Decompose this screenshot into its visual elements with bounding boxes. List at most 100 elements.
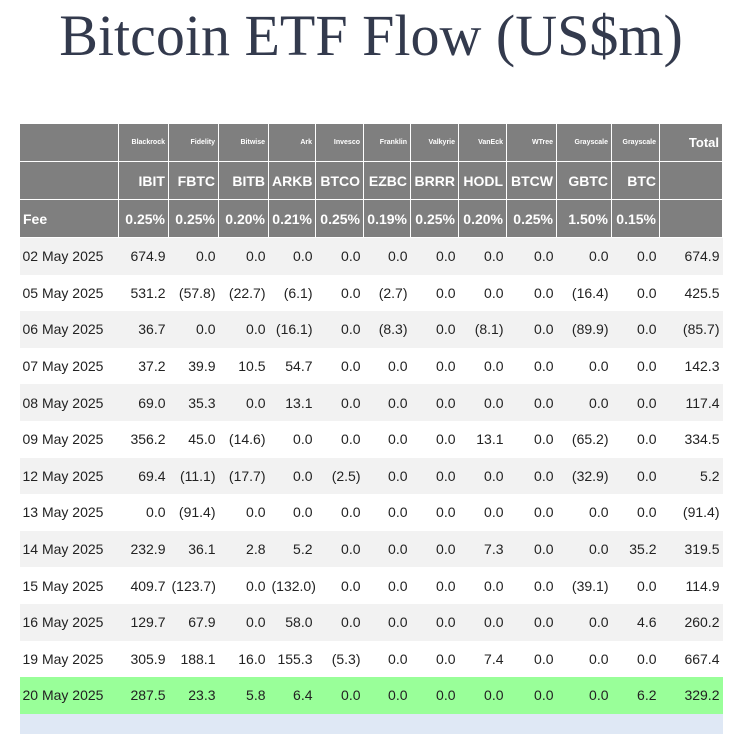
flow-cell: 0.0 bbox=[315, 347, 364, 385]
ticker-header: BRRR bbox=[410, 161, 459, 200]
fee-cell: 0.15% bbox=[611, 199, 660, 238]
issuer-header: Invesco bbox=[315, 123, 364, 162]
flow-cell: (91.4) bbox=[168, 494, 219, 531]
flow-cell: 0.0 bbox=[218, 237, 269, 275]
flow-cell: 0.0 bbox=[363, 640, 411, 678]
flow-cell: 0.0 bbox=[315, 274, 364, 312]
date-cell: 19 May 2025 bbox=[19, 640, 119, 678]
flow-cell: (2.5) bbox=[315, 457, 364, 495]
flow-cell: 0.0 bbox=[506, 457, 557, 495]
flow-cell: 35.3 bbox=[168, 384, 219, 421]
flow-cell: 0.0 bbox=[611, 420, 660, 458]
flow-cell: 0.0 bbox=[410, 274, 459, 312]
flow-cell: (16.1) bbox=[268, 311, 316, 348]
flow-cell: 0.0 bbox=[315, 530, 364, 568]
table-row: 19 May 2025 305.9 188.1 16.0 155.3 (5.3) 0.0 0.… bbox=[19, 640, 723, 678]
flow-cell: 0.0 bbox=[458, 567, 507, 604]
page-title: Bitcoin ETF Flow (US$m) bbox=[59, 3, 683, 68]
flow-cell: 0.0 bbox=[410, 677, 459, 714]
fee-cell: 0.20% bbox=[218, 199, 269, 238]
table-row: 02 May 2025 674.9 0.0 0.0 0.0 0.0 0.0 0.0 0.0 0.0… bbox=[19, 237, 723, 275]
empty-cell bbox=[410, 713, 459, 734]
empty-cell bbox=[315, 713, 364, 734]
flow-cell: 0.0 bbox=[315, 311, 364, 348]
flow-cell: 0.0 bbox=[506, 494, 557, 531]
flow-cell: 0.0 bbox=[556, 530, 612, 568]
flow-cell: 0.0 bbox=[363, 420, 411, 458]
flow-cell: 6.4 bbox=[268, 677, 316, 714]
flow-cell: 531.2 bbox=[118, 274, 169, 312]
flow-cell: 0.0 bbox=[315, 420, 364, 458]
flow-cell: (132.0) bbox=[268, 567, 316, 604]
flow-cell: 67.9 bbox=[168, 603, 219, 641]
date-cell: 09 May 2025 bbox=[19, 420, 119, 458]
flow-cell: 0.0 bbox=[363, 530, 411, 568]
table-row: 08 May 2025 69.0 35.3 0.0 13.1 0.0 0.0 0.0 0.0 0.… bbox=[19, 384, 723, 421]
total-header: Total bbox=[659, 123, 723, 162]
flow-cell: 188.1 bbox=[168, 640, 219, 678]
total-cell: 667.4 bbox=[659, 640, 723, 678]
empty-cell bbox=[118, 713, 169, 734]
table-row: 07 May 2025 37.2 39.9 10.5 54.7 0.0 0.0 0.0 0.0 0… bbox=[19, 347, 723, 385]
flow-cell: 5.2 bbox=[268, 530, 316, 568]
table-body: 02 May 2025 674.9 0.0 0.0 0.0 0.0 0.0 0.0 0.0 0.0… bbox=[19, 237, 723, 734]
flow-cell: 0.0 bbox=[168, 237, 219, 275]
flow-cell: 16.0 bbox=[218, 640, 269, 678]
issuer-header: Grayscale bbox=[556, 123, 612, 162]
date-cell: 15 May 2025 bbox=[19, 567, 119, 604]
flow-cell: (5.3) bbox=[315, 640, 364, 678]
flow-cell: 0.0 bbox=[363, 347, 411, 385]
table-row: 16 May 2025 129.7 67.9 0.0 58.0 0.0 0.0 0.0 0.0 0… bbox=[19, 603, 723, 641]
flow-cell: 54.7 bbox=[268, 347, 316, 385]
table-header: Blackrock Fidelity Bitwise Ark Invesco Frankl… bbox=[19, 123, 723, 238]
empty-cell bbox=[458, 713, 507, 734]
flow-cell: 0.0 bbox=[410, 567, 459, 604]
flow-cell: 0.0 bbox=[611, 567, 660, 604]
ticker-header: FBTC bbox=[168, 161, 219, 200]
flow-cell: 0.0 bbox=[556, 677, 612, 714]
ticker-header: EZBC bbox=[363, 161, 411, 200]
flow-cell: 0.0 bbox=[410, 420, 459, 458]
flow-cell: 0.0 bbox=[410, 640, 459, 678]
flow-cell: 287.5 bbox=[118, 677, 169, 714]
table-row-latest: 20 May 2025 287.5 23.3 5.8 6.4 0.0 0.0 0.0 0.0 0.… bbox=[19, 677, 723, 714]
fee-label: Fee bbox=[19, 199, 119, 238]
etf-flow-table: Blackrock Fidelity Bitwise Ark Invesco Frankl… bbox=[19, 123, 723, 734]
empty-cell bbox=[363, 713, 411, 734]
issuer-header-row: Blackrock Fidelity Bitwise Ark Invesco Frankl… bbox=[19, 123, 723, 162]
empty-cell bbox=[218, 713, 269, 734]
table-row: 06 May 2025 36.7 0.0 0.0 (16.1) 0.0 (8.3) 0.0 (8… bbox=[19, 311, 723, 348]
flow-cell: (123.7) bbox=[168, 567, 219, 604]
flow-cell: (89.9) bbox=[556, 311, 612, 348]
ticker-header: BTCO bbox=[315, 161, 364, 200]
fee-cell: 0.25% bbox=[315, 199, 364, 238]
flow-cell: 23.3 bbox=[168, 677, 219, 714]
header-cell-blank bbox=[659, 161, 723, 200]
flow-cell: 13.1 bbox=[458, 420, 507, 458]
total-cell: 5.2 bbox=[659, 457, 723, 495]
fee-cell: 0.21% bbox=[268, 199, 316, 238]
flow-cell: 0.0 bbox=[315, 677, 364, 714]
flow-cell: 0.0 bbox=[410, 530, 459, 568]
flow-cell: (22.7) bbox=[218, 274, 269, 312]
empty-cell bbox=[556, 713, 612, 734]
fee-cell: 0.25% bbox=[168, 199, 219, 238]
flow-cell: (11.1) bbox=[168, 457, 219, 495]
flow-cell: 0.0 bbox=[506, 530, 557, 568]
flow-cell: 0.0 bbox=[611, 457, 660, 495]
date-cell: 12 May 2025 bbox=[19, 457, 119, 495]
flow-cell: 7.4 bbox=[458, 640, 507, 678]
table-row: 12 May 2025 69.4 (11.1) (17.7) 0.0 (2.5) 0.0 0.… bbox=[19, 457, 723, 495]
flow-cell: 0.0 bbox=[218, 494, 269, 531]
ticker-header: BTCW bbox=[506, 161, 557, 200]
flow-cell: 0.0 bbox=[410, 237, 459, 275]
flow-cell: 0.0 bbox=[363, 384, 411, 421]
table-row: 13 May 2025 0.0 (91.4) 0.0 0.0 0.0 0.0 0.0 0.0 0.… bbox=[19, 494, 723, 531]
flow-cell: 0.0 bbox=[611, 237, 660, 275]
flow-cell: 0.0 bbox=[363, 567, 411, 604]
flow-cell: 7.3 bbox=[458, 530, 507, 568]
flow-cell: 0.0 bbox=[410, 603, 459, 641]
flow-cell: 0.0 bbox=[363, 457, 411, 495]
flow-cell: (32.9) bbox=[556, 457, 612, 495]
date-cell: 16 May 2025 bbox=[19, 603, 119, 641]
